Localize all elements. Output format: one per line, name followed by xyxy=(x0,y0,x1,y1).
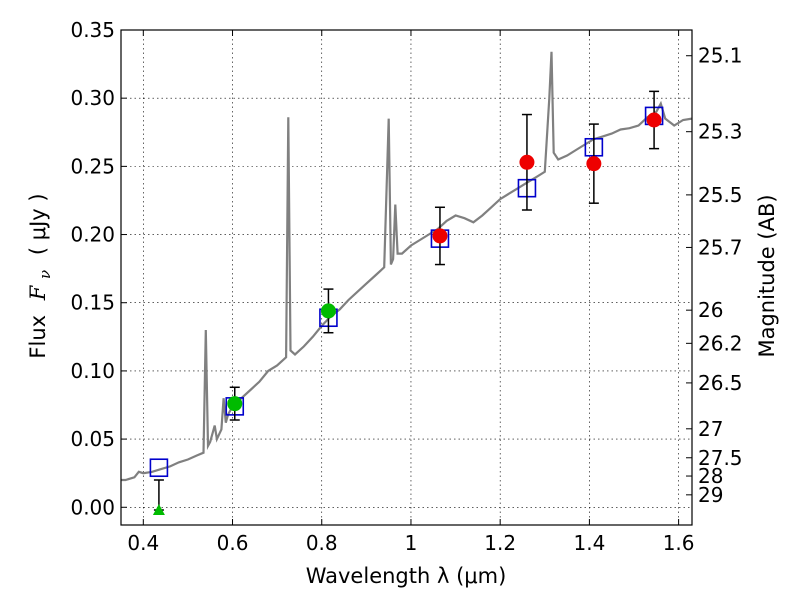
y-tick-label: 0.20 xyxy=(70,223,115,247)
x-tick-label: 1 xyxy=(405,531,418,555)
y-tick-label: 0.05 xyxy=(70,427,115,451)
y-tick-label: 0.15 xyxy=(70,291,115,315)
magnitude-tick-label: 27.5 xyxy=(698,446,743,470)
data-series xyxy=(121,51,692,515)
x-tick-label: 0.6 xyxy=(217,531,249,555)
magnitude-tick-label: 29 xyxy=(698,483,723,507)
y-axis-label: Flux F ν ( μJy ) xyxy=(26,193,55,358)
optical-data-point xyxy=(320,303,336,319)
y-axis-label-unit: ( μJy ) xyxy=(26,193,50,255)
magnitude-axis-label: Magnitude (AB) xyxy=(755,194,779,357)
y-tick-label: 0.35 xyxy=(70,18,115,42)
y-tick-label: 0.30 xyxy=(70,86,115,110)
axes: 0.4 0.6 0.8 1 1.2 1.4 1.6 0.00 0.05 0.10 0.15 0.20 0… xyxy=(70,18,742,555)
nir-data-point xyxy=(586,156,602,172)
magnitude-tick-label: 27 xyxy=(698,417,723,441)
y-tick-label: 0.10 xyxy=(70,359,115,383)
y-tick-label: 0.25 xyxy=(70,154,115,178)
magnitude-tick-label: 26.2 xyxy=(698,331,743,355)
model-spectrum-line xyxy=(121,51,692,482)
nir-data-point xyxy=(519,154,535,170)
grid xyxy=(121,29,692,525)
x-tick-label: 1.2 xyxy=(484,531,516,555)
x-axis-label: Wavelength λ (μm) xyxy=(306,564,507,588)
magnitude-tick-label: 25.5 xyxy=(698,183,743,207)
magnitude-tick-label: 25.1 xyxy=(698,44,743,68)
y-axis-label-prefix: Flux xyxy=(26,315,50,359)
x-tick-label: 0.4 xyxy=(127,531,159,555)
magnitude-tick-label: 25.3 xyxy=(698,120,743,144)
x-tick-label: 1.4 xyxy=(573,531,605,555)
magnitude-tick-label: 28 xyxy=(698,464,723,488)
y-axis-label-subscript: ν xyxy=(36,270,54,279)
upper-limit-triangle xyxy=(152,504,165,515)
optical-data-point xyxy=(227,396,243,412)
x-tick-label: 0.8 xyxy=(306,531,338,555)
y-axis-label-symbol: F xyxy=(26,284,50,301)
nir-data-point xyxy=(646,112,662,128)
magnitude-tick-label: 26.5 xyxy=(698,371,743,395)
y-tick-label: 0.00 xyxy=(70,495,115,519)
plot-frame xyxy=(120,29,693,526)
magnitude-tick-label: 25.7 xyxy=(698,235,743,259)
magnitude-tick-label: 26 xyxy=(698,298,723,322)
x-tick-label: 1.6 xyxy=(663,531,695,555)
model-photometry-square xyxy=(149,458,169,478)
nir-data-point xyxy=(432,228,448,244)
